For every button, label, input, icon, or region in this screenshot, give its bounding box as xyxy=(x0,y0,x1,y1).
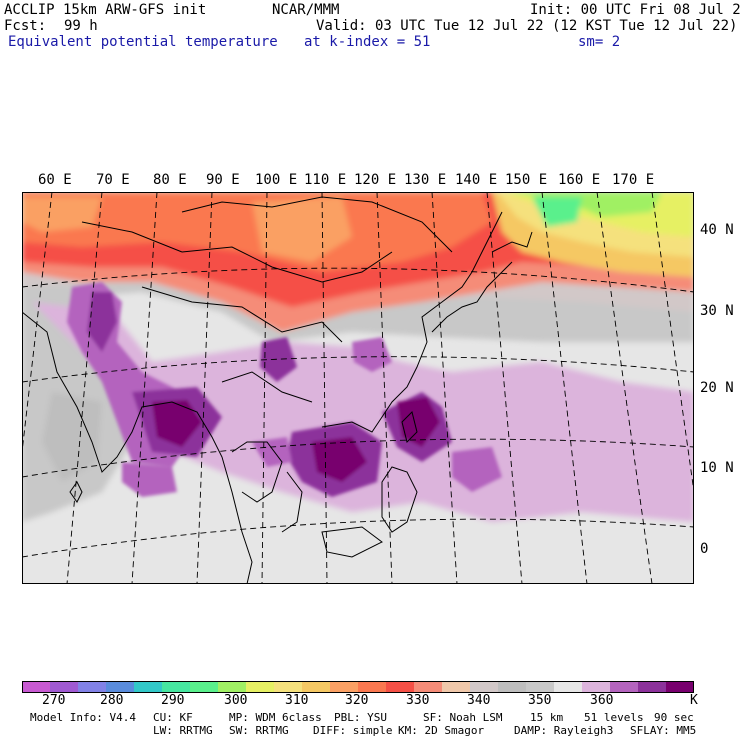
lon-label: 150 E xyxy=(505,172,548,188)
colorbar-swatch xyxy=(190,681,219,693)
color-bar xyxy=(22,681,694,693)
lon-label: 100 E xyxy=(255,172,298,188)
colorbar-swatch xyxy=(218,681,247,693)
colorbar-tick-label: 340 xyxy=(467,693,491,708)
colorbar-swatch xyxy=(106,681,135,693)
colorbar-swatch xyxy=(134,681,163,693)
colorbar-tick-label: 290 xyxy=(161,693,185,708)
model-info: SFLAY: MM5 xyxy=(630,724,697,737)
model-info: SW: RRTMG xyxy=(229,724,289,737)
colorbar-swatch xyxy=(302,681,331,693)
colorbar-frame xyxy=(22,681,694,693)
map-frame xyxy=(22,192,694,584)
colorbar-tick-label: 320 xyxy=(345,693,369,708)
graticule xyxy=(22,192,694,584)
high-theta-cores xyxy=(67,282,502,497)
colorbar-swatch xyxy=(554,681,583,693)
lat-label: 30 N xyxy=(700,303,734,319)
colorbar-swatch xyxy=(22,681,51,693)
lon-label: 160 E xyxy=(558,172,601,188)
colorbar-tick-label: 280 xyxy=(100,693,124,708)
smoothing: sm= 2 xyxy=(578,34,621,50)
model-info: DAMP: Rayleigh3 xyxy=(514,724,614,737)
colorbar-tick-label: 350 xyxy=(528,693,552,708)
lon-label: 80 E xyxy=(153,172,187,188)
model-info: PBL: YSU xyxy=(334,711,387,724)
model-info: LW: RRTMG xyxy=(153,724,213,737)
model-info: SF: Noah LSM xyxy=(423,711,503,724)
model-info: 51 levels xyxy=(584,711,644,724)
valid-time: Valid: 03 UTC Tue 12 Jul 22 (12 KST Tue … xyxy=(316,18,738,34)
colorbar-swatch xyxy=(78,681,107,693)
model-title: ACCLIP 15km ARW-GFS init xyxy=(4,2,207,18)
colorbar-swatch xyxy=(358,681,387,693)
init-time: Init: 00 UTC Fri 08 Jul 22 xyxy=(530,2,740,18)
forecast-hour: 99 h xyxy=(64,18,98,34)
model-info: KM: 2D Smagor xyxy=(398,724,485,737)
colorbar-swatch xyxy=(638,681,667,693)
colorbar-tick-label: 360 xyxy=(590,693,614,708)
colorbar-swatch xyxy=(414,681,443,693)
colorbar-swatch xyxy=(442,681,471,693)
colorbar-swatch xyxy=(666,681,694,693)
colorbar-swatch xyxy=(610,681,639,693)
colorbar-tick-label: 310 xyxy=(285,693,309,708)
lon-label: 130 E xyxy=(404,172,447,188)
colorbar-swatch xyxy=(498,681,527,693)
colorbar-swatch xyxy=(386,681,415,693)
colorbar-swatch xyxy=(330,681,359,693)
model-info: 15 km xyxy=(530,711,564,724)
lat-label: 0 xyxy=(700,541,709,557)
colorbar-tick-label: 300 xyxy=(224,693,248,708)
lon-label: 140 E xyxy=(455,172,498,188)
colorbar-tick-label: 330 xyxy=(406,693,430,708)
lon-label: 60 E xyxy=(38,172,72,188)
center-label: NCAR/MMM xyxy=(272,2,340,18)
colorbar-swatch xyxy=(246,681,275,693)
colorbar-swatch xyxy=(274,681,303,693)
lon-label: 90 E xyxy=(206,172,240,188)
theta-e-map xyxy=(22,192,694,584)
model-info: DIFF: simple xyxy=(313,724,393,737)
model-info: MP: WDM 6class xyxy=(229,711,322,724)
coastlines xyxy=(22,196,533,584)
colorbar-swatch xyxy=(582,681,611,693)
colorbar-swatch xyxy=(526,681,555,693)
shaded-field xyxy=(22,192,694,522)
colorbar-unit: K xyxy=(690,693,698,708)
colorbar-swatch xyxy=(162,681,191,693)
colorbar-swatch xyxy=(50,681,79,693)
lon-label: 170 E xyxy=(612,172,655,188)
colorbar-tick-label: 270 xyxy=(42,693,66,708)
colorbar-swatch xyxy=(470,681,499,693)
field-name: Equivalent potential temperature xyxy=(8,34,278,50)
lon-label: 120 E xyxy=(354,172,397,188)
model-info: Model Info: V4.4 xyxy=(30,711,136,724)
forecast-label: Fcst: xyxy=(4,18,47,34)
model-info: CU: KF xyxy=(153,711,193,724)
lat-label: 10 N xyxy=(700,460,734,476)
lon-label: 110 E xyxy=(304,172,347,188)
model-info: 90 sec xyxy=(654,711,694,724)
level-index: at k-index = 51 xyxy=(304,34,431,50)
lon-label: 70 E xyxy=(96,172,130,188)
lat-label: 20 N xyxy=(700,380,734,396)
lat-label: 40 N xyxy=(700,222,734,238)
